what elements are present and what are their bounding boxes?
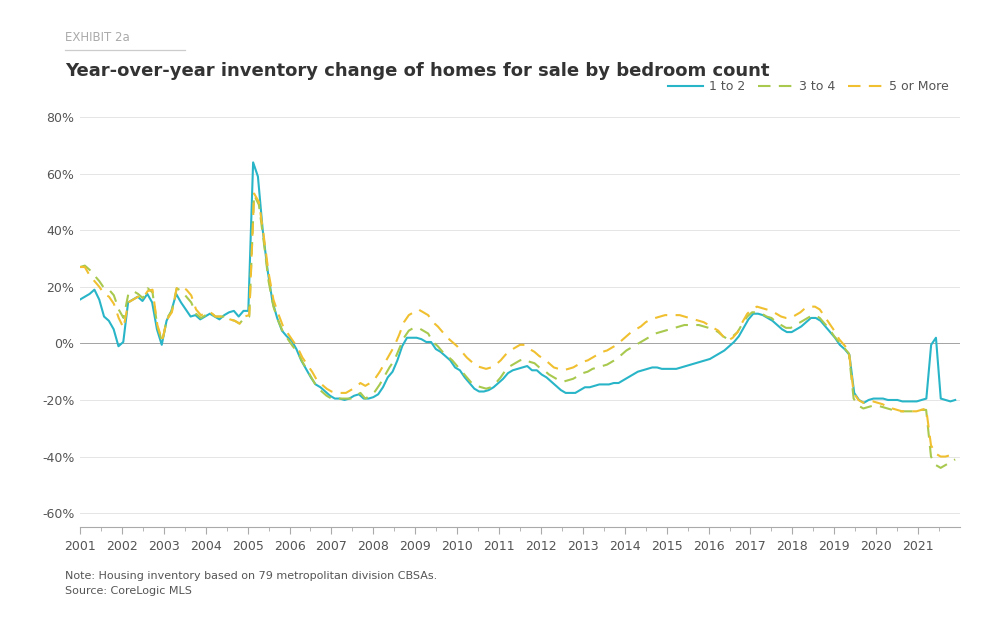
5 or More — [949, 450, 961, 457]
1 to 2 — [247, 158, 259, 166]
1 to 2 — [79, 293, 91, 301]
3 to 4 — [248, 191, 260, 198]
5 or More — [519, 341, 531, 349]
5 or More — [475, 364, 487, 371]
1 to 2 — [949, 396, 961, 404]
1 to 2 — [858, 399, 870, 407]
3 to 4 — [74, 263, 86, 271]
3 to 4 — [432, 343, 444, 350]
5 or More — [369, 375, 381, 383]
5 or More — [514, 341, 526, 349]
5 or More — [248, 190, 260, 197]
Text: Year-over-year inventory change of homes for sale by bedroom count: Year-over-year inventory change of homes… — [65, 62, 770, 80]
Text: EXHIBIT 2a: EXHIBIT 2a — [65, 31, 130, 44]
1 to 2 — [521, 363, 533, 370]
3 to 4 — [514, 357, 526, 364]
Line: 3 to 4: 3 to 4 — [80, 195, 955, 468]
5 or More — [935, 453, 947, 461]
3 to 4 — [640, 336, 652, 343]
3 to 4 — [949, 456, 961, 463]
1 to 2 — [353, 391, 365, 398]
1 to 2 — [454, 366, 466, 374]
Line: 5 or More: 5 or More — [80, 193, 955, 457]
5 or More — [640, 318, 652, 326]
5 or More — [74, 263, 86, 271]
5 or More — [432, 323, 444, 330]
Text: Note: Housing inventory based on 79 metropolitan division CBSAs.: Note: Housing inventory based on 79 metr… — [65, 571, 437, 581]
3 to 4 — [935, 464, 947, 472]
Legend: 1 to 2, 3 to 4, 5 or More: 1 to 2, 3 to 4, 5 or More — [663, 76, 954, 98]
Text: Source: CoreLogic MLS: Source: CoreLogic MLS — [65, 586, 192, 596]
3 to 4 — [369, 388, 381, 395]
1 to 2 — [189, 311, 201, 319]
1 to 2 — [209, 313, 221, 320]
Line: 1 to 2: 1 to 2 — [80, 162, 955, 403]
1 to 2 — [74, 296, 86, 303]
3 to 4 — [475, 384, 487, 391]
3 to 4 — [519, 355, 531, 363]
